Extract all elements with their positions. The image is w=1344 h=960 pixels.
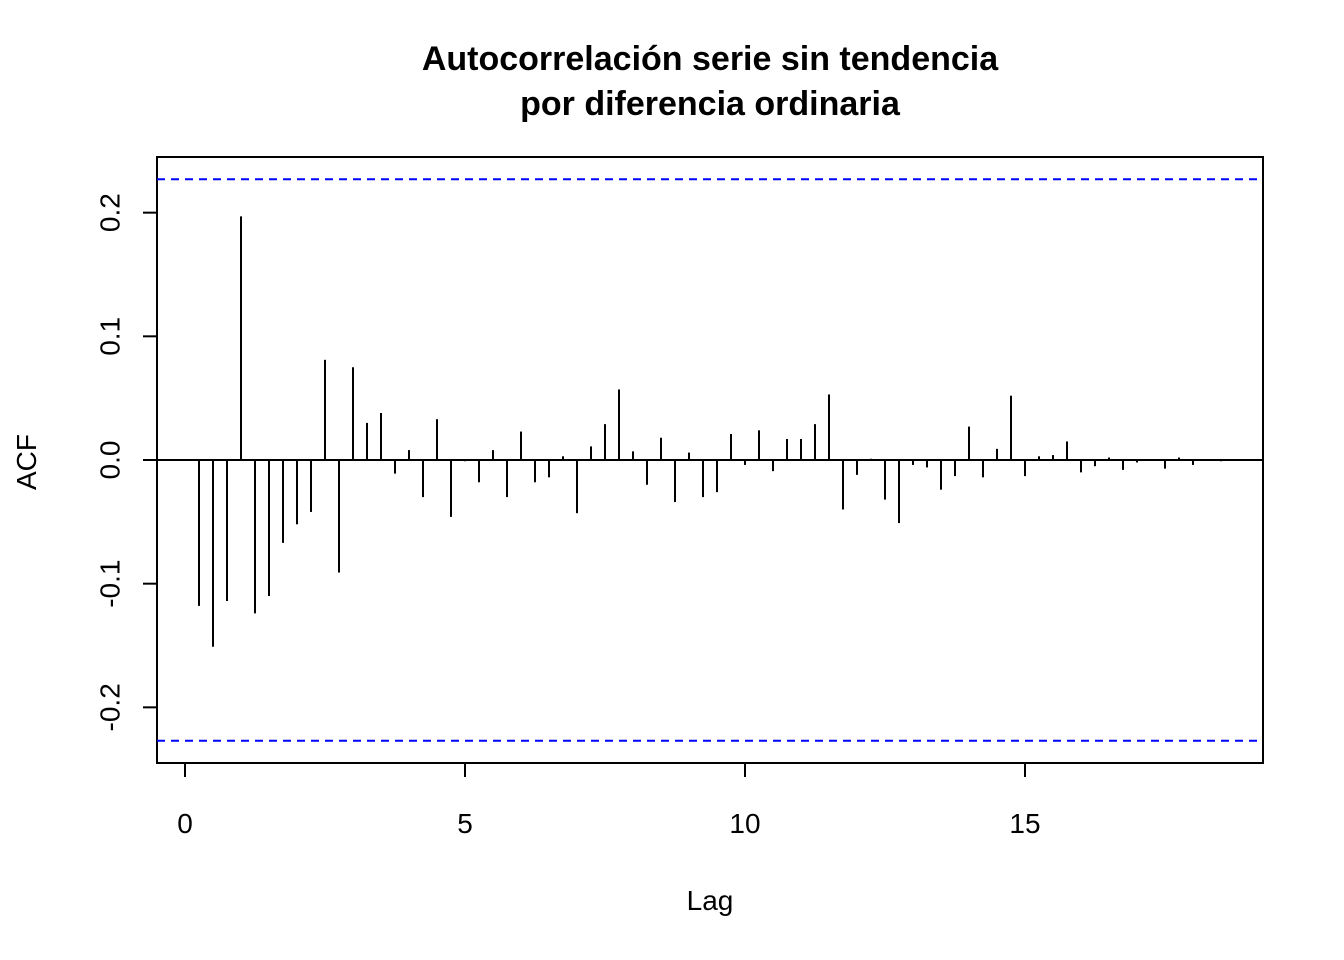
y-tick-label: -0.2 [94, 683, 125, 731]
x-axis: 0 5 10 15 [177, 762, 1041, 839]
confidence-bounds [157, 178, 1263, 742]
y-tick-label: 0.1 [94, 317, 125, 356]
x-axis-label: Lag [687, 885, 734, 916]
y-axis: -0.2 -0.1 0.0 0.1 0.2 [94, 193, 158, 731]
y-tick-label: -0.1 [94, 560, 125, 608]
y-tick-label: 0.2 [94, 193, 125, 232]
chart-title-line-1: Autocorrelación serie sin tendencia [422, 40, 999, 78]
x-tick-label: 0 [177, 808, 193, 839]
x-tick-label: 10 [729, 808, 760, 839]
y-tick-label: 0.0 [94, 441, 125, 480]
x-tick-label: 5 [457, 808, 473, 839]
acf-bars [198, 216, 1222, 647]
x-tick-label: 15 [1009, 808, 1040, 839]
y-axis-label: ACF [11, 434, 42, 490]
chart-title-line-2: por diferencia ordinaria [520, 85, 901, 123]
